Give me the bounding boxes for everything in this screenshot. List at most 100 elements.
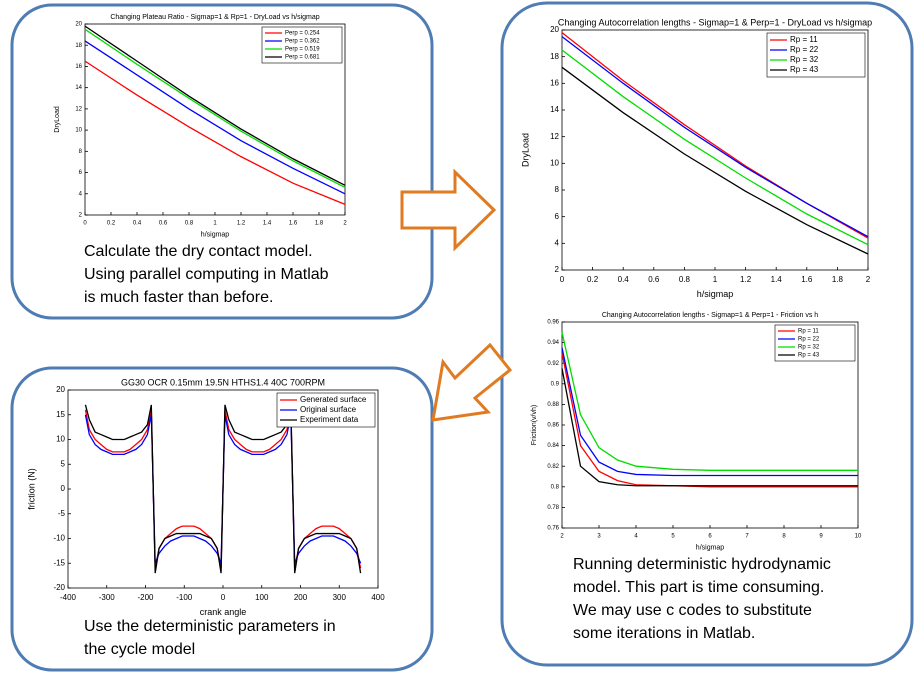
y-tick-label: 4 (555, 238, 560, 247)
series-line (84, 404, 362, 574)
legend-label: Rp = 32 (790, 55, 819, 64)
chart-title: GG30 OCR 0.15mm 19.5N HTHS1.4 40C 700RPM (121, 377, 325, 387)
x-tick-label: 0.6 (648, 275, 660, 284)
x-tick-label: -400 (60, 593, 77, 602)
x-axis-label: h/sigmap (696, 544, 725, 551)
y-tick-label: 6 (79, 170, 83, 176)
x-tick-label: 0.2 (107, 221, 116, 227)
x-tick-label: 1.8 (315, 221, 324, 227)
caption: Running deterministic hydrodynamic (573, 556, 831, 573)
x-axis-label: h/sigmap (201, 231, 230, 238)
x-tick-label: 2 (560, 534, 564, 540)
chart-title: Changing Plateau Ratio - Sigmap=1 & Rp=1… (110, 14, 319, 21)
arrow-right (400, 168, 497, 252)
y-axis-label: friction (N) (26, 468, 36, 510)
y-tick-label: 16 (75, 64, 82, 70)
series-line (561, 49, 869, 246)
y-tick-label: 14 (550, 105, 559, 114)
y-axis-label: Friction(v/vh) (531, 405, 538, 445)
x-tick-label: 1 (213, 221, 217, 227)
legend-label: Generated surface (300, 395, 367, 404)
y-tick-label: 2 (555, 265, 560, 274)
series-line (561, 332, 858, 471)
x-tick-label: 0.4 (133, 221, 142, 227)
x-tick-label: 300 (333, 593, 347, 602)
legend-label: Rp = 43 (798, 353, 820, 359)
legend-label: Rp = 11 (798, 329, 819, 335)
y-tick-label: 0.94 (547, 340, 559, 346)
x-tick-label: 0.8 (679, 275, 691, 284)
y-tick-label: 0.9 (551, 381, 560, 387)
series-line (84, 60, 346, 205)
x-tick-label: 2 (343, 221, 347, 227)
x-tick-label: 10 (855, 534, 862, 540)
x-tick-label: 8 (782, 534, 786, 540)
caption: Calculate the dry contact model. (84, 243, 313, 260)
caption: Use the deterministic parameters in (84, 618, 336, 635)
y-tick-label: 0.8 (551, 484, 560, 490)
x-tick-label: 9 (819, 534, 823, 540)
x-tick-label: 1.2 (740, 275, 752, 284)
x-tick-label: 0.6 (159, 221, 168, 227)
series-line (561, 66, 869, 255)
x-tick-label: -300 (99, 593, 116, 602)
series-line (561, 36, 869, 238)
series-line (84, 25, 346, 186)
y-tick-label: 0.84 (547, 443, 559, 449)
x-tick-label: 400 (371, 593, 385, 602)
x-tick-label: 200 (294, 593, 308, 602)
x-tick-label: 0.2 (587, 275, 599, 284)
x-tick-label: 1.2 (237, 221, 246, 227)
y-tick-label: 10 (56, 435, 65, 444)
y-tick-label: 16 (550, 78, 559, 87)
x-tick-label: 0.8 (185, 221, 194, 227)
y-tick-label: 0.82 (547, 464, 559, 470)
x-axis-label: crank angle (200, 607, 247, 617)
y-tick-label: 0.92 (547, 361, 559, 367)
series-line (561, 352, 858, 488)
x-tick-label: 1 (713, 275, 718, 284)
panel (10, 366, 434, 672)
x-tick-label: 1.6 (289, 221, 298, 227)
x-tick-label: 2 (866, 275, 871, 284)
legend-label: Perp = 0.254 (285, 31, 320, 37)
caption: model. This part is time consuming. (573, 579, 824, 596)
x-tick-label: 5 (671, 534, 675, 540)
legend-label: Original surface (300, 405, 357, 414)
x-tick-label: -200 (137, 593, 154, 602)
x-tick-label: -100 (176, 593, 193, 602)
y-tick-label: 20 (550, 25, 559, 34)
y-tick-label: -20 (53, 583, 65, 592)
x-tick-label: 6 (708, 534, 712, 540)
x-tick-label: 0.4 (618, 275, 630, 284)
y-tick-label: 8 (555, 185, 560, 194)
legend-label: Perp = 0.681 (285, 55, 320, 61)
y-tick-label: 0 (61, 484, 66, 493)
x-axis-label: h/sigmap (697, 289, 734, 299)
caption: Using parallel computing in Matlab (84, 266, 329, 283)
y-tick-label: 14 (75, 85, 82, 91)
legend-label: Rp = 22 (790, 45, 819, 54)
y-tick-label: 15 (56, 410, 65, 419)
y-tick-label: 0.76 (547, 526, 559, 532)
y-tick-label: 4 (79, 191, 83, 197)
x-tick-label: 1.6 (801, 275, 813, 284)
y-tick-label: 8 (79, 149, 83, 155)
y-tick-label: 0.78 (547, 505, 559, 511)
y-tick-label: 10 (75, 128, 82, 134)
y-axis-label: DryLoad (54, 106, 61, 133)
y-tick-label: -10 (53, 534, 65, 543)
series-line (561, 347, 858, 477)
x-tick-label: 1.4 (263, 221, 272, 227)
x-tick-label: 0 (83, 221, 87, 227)
y-tick-label: 18 (550, 52, 559, 61)
series-line (84, 28, 346, 188)
series-line (561, 368, 858, 487)
caption: the cycle model (84, 641, 195, 658)
legend-label: Rp = 43 (790, 65, 819, 74)
legend-label: Perp = 0.362 (285, 39, 320, 45)
legend-label: Rp = 32 (798, 345, 820, 351)
y-tick-label: 10 (550, 158, 559, 167)
